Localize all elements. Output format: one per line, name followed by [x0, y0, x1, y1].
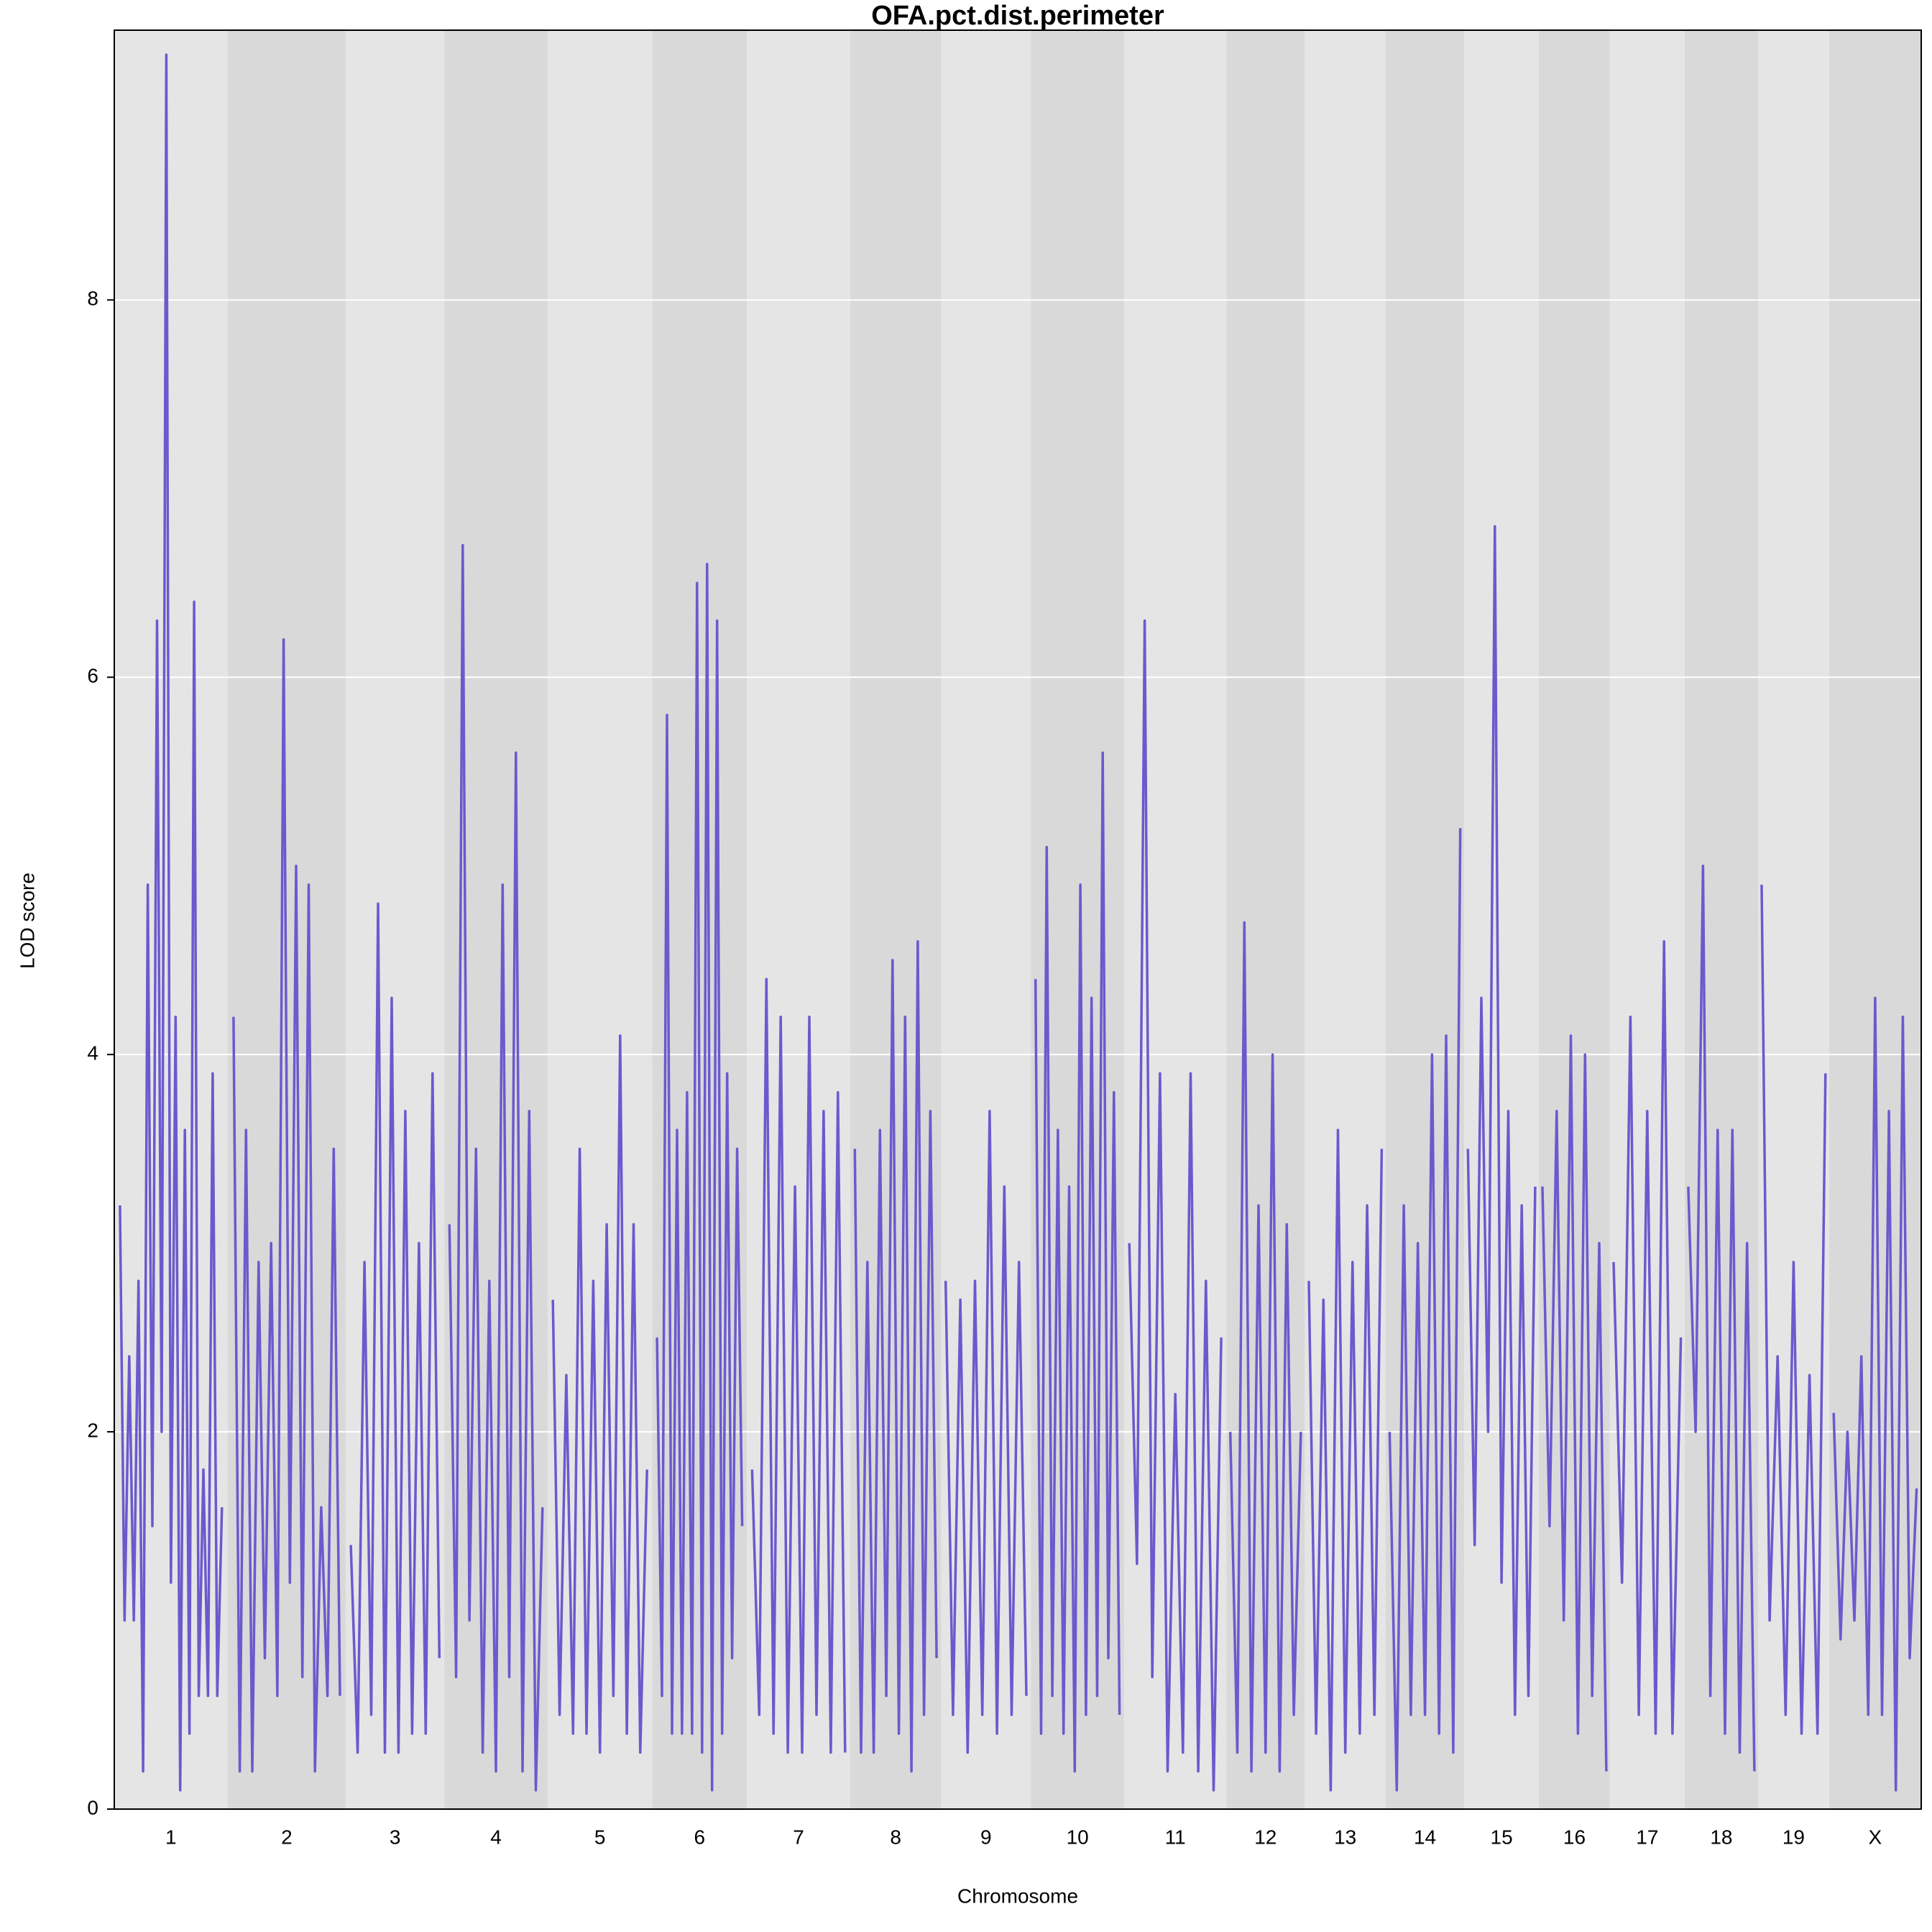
chromosome-band [1758, 30, 1829, 1809]
lod-line [1687, 864, 1756, 1772]
lod-line [1760, 884, 1827, 1735]
y-tick-label: 0 [87, 1796, 98, 1818]
lod-line [944, 1110, 1028, 1754]
chromosome-band [227, 30, 346, 1809]
chromosome-band [1539, 30, 1610, 1809]
lod-line [853, 939, 938, 1773]
x-tick-label: X [1869, 1826, 1882, 1848]
lod-line [1541, 1034, 1608, 1772]
x-tick-label: 3 [390, 1826, 401, 1848]
y-tick-label: 8 [87, 288, 98, 310]
lod-line [349, 902, 441, 1754]
y-tick-label: 2 [87, 1419, 98, 1441]
x-tick-label: 10 [1067, 1826, 1089, 1848]
lod-line [1832, 996, 1918, 1792]
lod-line [1228, 921, 1302, 1773]
lod-line [1034, 751, 1121, 1773]
x-tick-label: 19 [1782, 1826, 1805, 1848]
x-tick-label: 17 [1636, 1826, 1658, 1848]
lod-line [551, 1034, 648, 1754]
x-axis-label: Chromosome [957, 1885, 1078, 1907]
x-tick-label: 8 [890, 1826, 901, 1848]
lod-line [656, 563, 744, 1792]
lod-line [232, 638, 341, 1773]
lod-line [1388, 828, 1462, 1792]
lod-line [1307, 1128, 1384, 1792]
lod-line [1612, 939, 1683, 1735]
x-tick-label: 1 [165, 1826, 177, 1848]
chromosome-band [1305, 30, 1386, 1809]
x-tick-label: 4 [490, 1826, 502, 1848]
x-tick-label: 13 [1334, 1826, 1356, 1848]
lod-line [448, 543, 544, 1792]
lod-line [1466, 525, 1537, 1716]
lod-line [119, 53, 224, 1792]
chromosome-band [547, 30, 653, 1809]
chromosome-band [1684, 30, 1759, 1809]
y-axis-label: LOD score [16, 873, 38, 969]
plot-border [114, 29, 1922, 1810]
chromosome-band [1385, 30, 1465, 1809]
lod-line [750, 978, 847, 1754]
chart-title: OFA.pct.dist.perimeter [871, 1, 1164, 31]
y-tick-label: 6 [87, 665, 98, 687]
x-tick-label: 5 [594, 1826, 606, 1848]
x-tick-label: 12 [1254, 1826, 1276, 1848]
chromosome-band [941, 30, 1031, 1809]
x-tick-label: 18 [1710, 1826, 1732, 1848]
x-tick-label: 9 [980, 1826, 992, 1848]
lod-line [1128, 619, 1223, 1792]
x-tick-label: 7 [793, 1826, 804, 1848]
x-tick-label: 14 [1414, 1826, 1436, 1848]
x-tick-label: 2 [281, 1826, 293, 1848]
x-tick-label: 15 [1491, 1826, 1513, 1848]
x-tick-label: 16 [1563, 1826, 1586, 1848]
x-tick-label: 6 [694, 1826, 706, 1848]
x-tick-label: 11 [1165, 1826, 1186, 1848]
y-tick-label: 4 [87, 1042, 98, 1064]
